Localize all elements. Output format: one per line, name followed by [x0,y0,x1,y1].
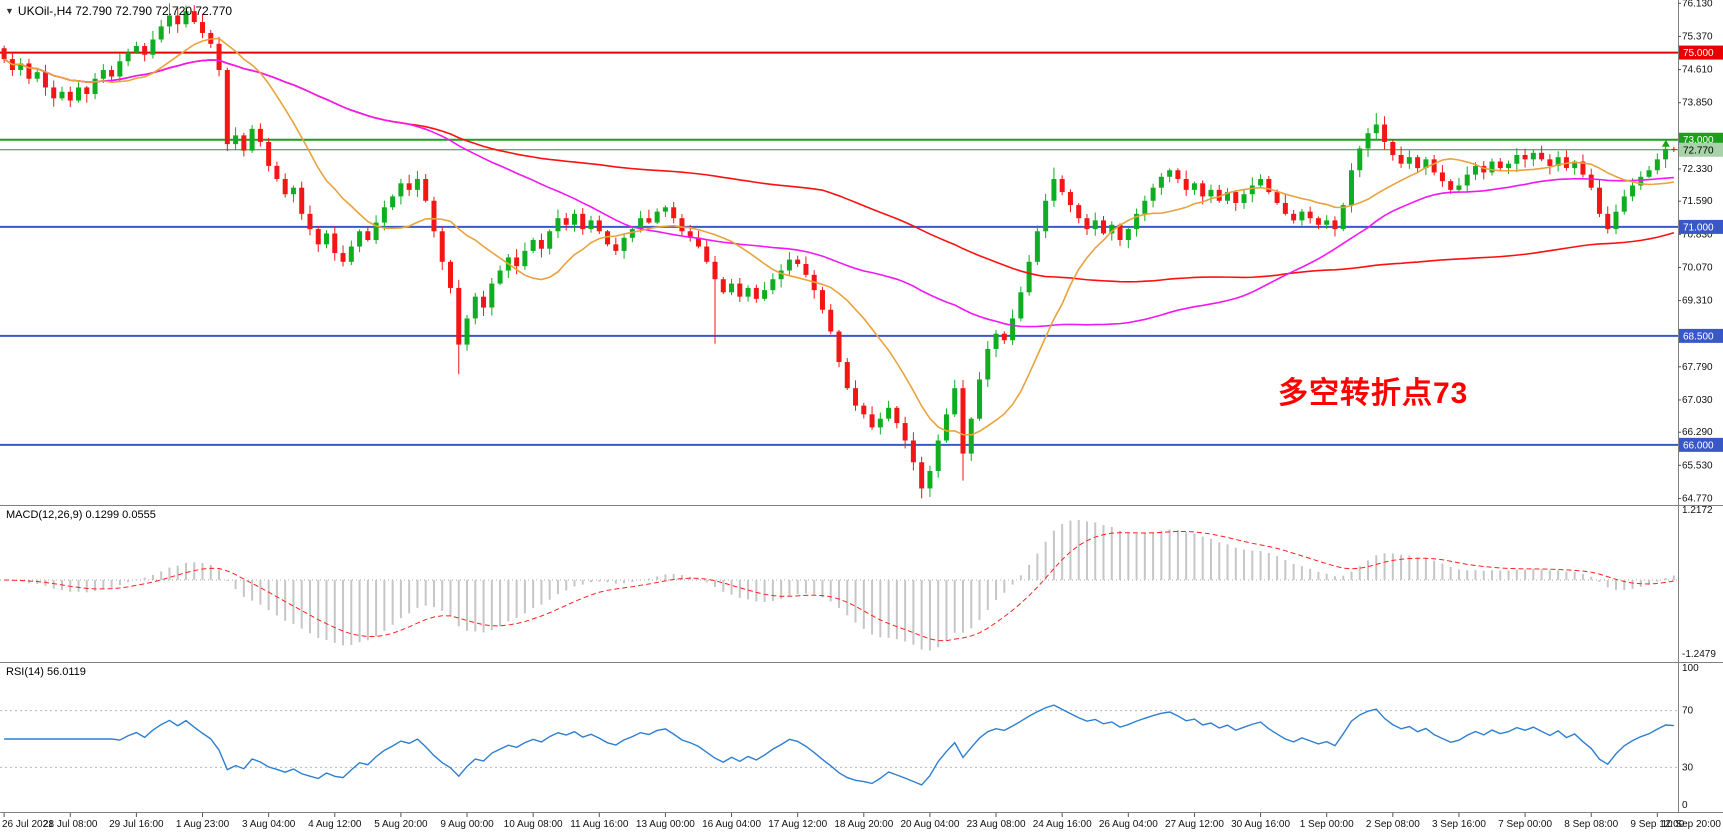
svg-text:76.130: 76.130 [1682,0,1713,9]
macd-pane [0,520,1678,651]
svg-text:9 Aug 00:00: 9 Aug 00:00 [440,819,494,830]
svg-text:-1.2479: -1.2479 [1682,649,1716,660]
svg-text:72.330: 72.330 [1682,164,1713,175]
svg-text:71.590: 71.590 [1682,196,1713,207]
svg-text:20 Aug 04:00: 20 Aug 04:00 [900,819,959,830]
svg-text:11 Aug 16:00: 11 Aug 16:00 [570,819,629,830]
svg-text:26 Aug 04:00: 26 Aug 04:00 [1099,819,1158,830]
svg-text:27 Aug 12:00: 27 Aug 12:00 [1165,819,1224,830]
svg-text:70.070: 70.070 [1682,262,1713,273]
svg-text:29 Jul 16:00: 29 Jul 16:00 [109,819,164,830]
svg-text:66.290: 66.290 [1682,427,1713,438]
symbol-ohlc-label: UKOil-,H4 72.790 72.790 72.720 72.770 [17,4,233,18]
svg-text:28 Jul 08:00: 28 Jul 08:00 [43,819,98,830]
svg-text:9 Sep 12:00: 9 Sep 12:00 [1630,819,1684,830]
svg-text:3 Aug 04:00: 3 Aug 04:00 [242,819,296,830]
svg-text:66.000: 66.000 [1683,440,1714,451]
svg-text:70: 70 [1682,706,1694,717]
level-lines-layer [0,51,1678,446]
svg-text:75.000: 75.000 [1683,48,1714,59]
svg-text:13 Aug 00:00: 13 Aug 00:00 [636,819,695,830]
svg-text:23 Aug 08:00: 23 Aug 08:00 [967,819,1026,830]
svg-text:73.850: 73.850 [1682,98,1713,109]
svg-text:30: 30 [1682,762,1694,773]
price-axis[interactable]: 76.130 75.370 74.610 73.850 72.330 71.590 70.8… [1678,0,1723,812]
svg-text:1 Aug 23:00: 1 Aug 23:00 [176,819,230,830]
svg-text:100: 100 [1682,663,1699,674]
svg-text:26 Jul 2021: 26 Jul 2021 [2,819,54,830]
svg-text:16 Aug 04:00: 16 Aug 04:00 [702,819,761,830]
svg-text:71.000: 71.000 [1683,222,1714,233]
svg-text:7 Sep 00:00: 7 Sep 00:00 [1498,819,1552,830]
svg-text:68.500: 68.500 [1683,331,1714,342]
svg-text:24 Aug 16:00: 24 Aug 16:00 [1033,819,1092,830]
svg-text:18 Aug 20:00: 18 Aug 20:00 [834,819,893,830]
chart-title: ▼ UKOil-,H4 72.790 72.790 72.720 72.770 [5,4,232,18]
price-tick-arrow [1661,139,1670,147]
svg-text:4 Aug 12:00: 4 Aug 12:00 [308,819,362,830]
svg-text:0: 0 [1682,800,1688,811]
svg-text:64.770: 64.770 [1682,493,1713,504]
svg-text:75.370: 75.370 [1682,31,1713,42]
svg-text:1 Sep 00:00: 1 Sep 00:00 [1300,819,1354,830]
svg-text:70.830: 70.830 [1682,229,1713,240]
svg-text:30 Aug 16:00: 30 Aug 16:00 [1231,819,1290,830]
svg-text:67.030: 67.030 [1682,395,1713,406]
svg-text:65.530: 65.530 [1682,460,1713,471]
svg-text:73.000: 73.000 [1683,135,1714,146]
svg-text:2 Sep 08:00: 2 Sep 08:00 [1366,819,1420,830]
rsi-indicator-label: RSI(14) 56.0119 [6,666,86,678]
svg-text:3 Sep 16:00: 3 Sep 16:00 [1432,819,1486,830]
svg-text:1.2172: 1.2172 [1682,505,1713,516]
pane-splitters[interactable] [0,505,1723,813]
moving-averages-layer [3,37,1675,436]
svg-text:10 Aug 08:00: 10 Aug 08:00 [504,819,563,830]
candles-layer[interactable] [1,3,1677,499]
chart-annotation-text: 多空转折点73 [1278,377,1469,410]
svg-text:17 Aug 12:00: 17 Aug 12:00 [768,819,827,830]
svg-text:5 Aug 20:00: 5 Aug 20:00 [374,819,428,830]
chart-marker-icon: ▼ [5,6,14,16]
macd-indicator-label: MACD(12,26,9) 0.1299 0.0555 [6,509,156,521]
svg-text:72.770: 72.770 [1683,145,1714,156]
rsi-pane [0,704,1678,786]
svg-text:74.610: 74.610 [1682,65,1713,76]
svg-text:69.310: 69.310 [1682,296,1713,307]
svg-text:67.790: 67.790 [1682,362,1713,373]
svg-text:10 Sep 20:00: 10 Sep 20:00 [1662,819,1722,830]
svg-text:8 Sep 08:00: 8 Sep 08:00 [1564,819,1618,830]
